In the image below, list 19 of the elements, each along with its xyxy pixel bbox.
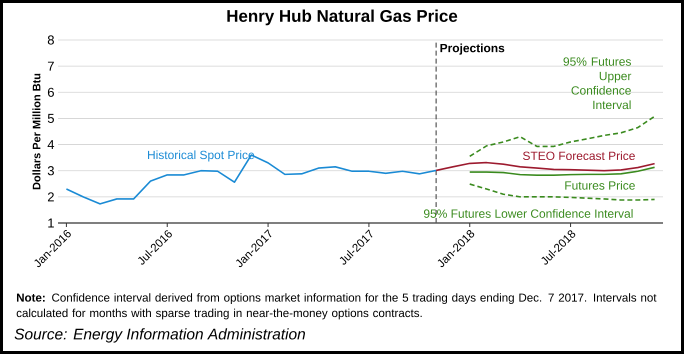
text: Note: Confidence interval derived from options market information for the 5 trading days ending Dec. 7 2017. Intervals not calculated for months with sparse trading in near-the-money options contracts. bbox=[16, 293, 656, 320]
ref-line-label: Projections bbox=[440, 44, 504, 55]
series-label: 95% Futures Upper Confidence Interval bbox=[564, 57, 632, 110]
series-label: STEO Forecast Price bbox=[523, 151, 635, 160]
series-label: Futures Price bbox=[565, 180, 635, 190]
y-tick-label: 7 bbox=[48, 62, 54, 71]
series-label: 95% Futures Lower Confidence Interval bbox=[424, 209, 633, 218]
y-tick-label: 2 bbox=[48, 192, 54, 202]
y-tick-label: 4 bbox=[48, 140, 54, 150]
source-note: Source: Energy Information Administration bbox=[14, 328, 306, 343]
y-tick-label: 6 bbox=[48, 88, 54, 97]
y-tick-label: 1 bbox=[48, 218, 54, 228]
line-series bbox=[435, 162, 656, 172]
chart-title: Henry Hub Natural Gas Price bbox=[227, 10, 458, 26]
y-tick-label: 5 bbox=[48, 114, 54, 123]
y-tick-label: 3 bbox=[48, 166, 54, 176]
line-series bbox=[468, 166, 656, 176]
y-tick-label: 8 bbox=[48, 35, 54, 45]
y-axis-title: Dollars Per Million Btu bbox=[32, 74, 40, 190]
